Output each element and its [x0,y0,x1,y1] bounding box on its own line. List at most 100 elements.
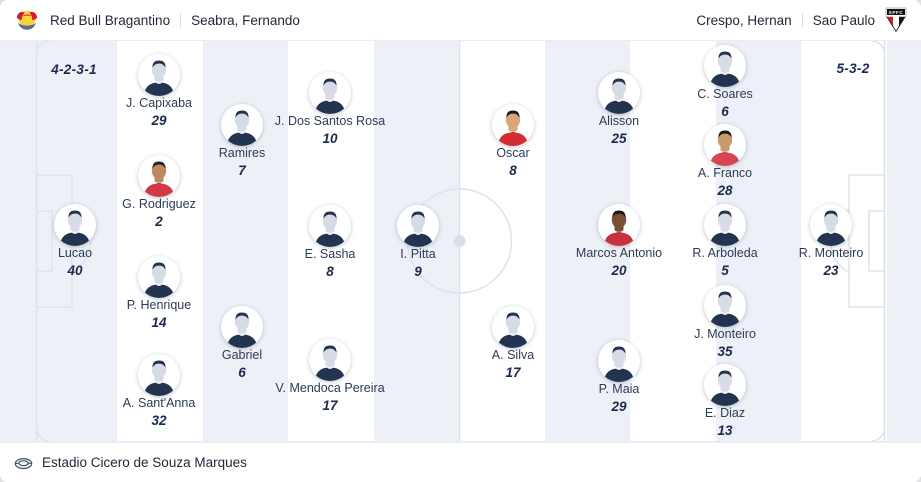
player-number: 8 [326,264,334,279]
player-home-3[interactable]: P. Henrique 14 [89,256,229,329]
player-home-2[interactable]: G. Rodriguez 2 [89,155,229,228]
player-away-0[interactable]: R. Monteiro 23 [761,204,901,277]
player-avatar [704,124,746,166]
player-avatar [704,204,746,246]
header-divider [180,12,182,28]
away-team-name: Sao Paulo [812,12,875,28]
player-away-10[interactable]: A. Silva 17 [443,306,583,379]
player-name: P. Maia [598,382,640,396]
player-away-1[interactable]: C. Soares 6 [655,45,795,118]
player-number: 29 [151,113,167,128]
player-avatar [138,155,180,197]
player-number: 20 [611,263,627,278]
player-avatar [309,72,351,114]
away-team-header[interactable]: Crespo, Hernan Sao Paulo SPFC [696,7,907,33]
svg-text:SPFC: SPFC [889,10,904,15]
player-away-6[interactable]: Alisson 25 [549,72,689,145]
player-number: 40 [67,263,83,278]
player-number: 2 [155,214,163,229]
lineups-header: Red Bull Bragantino Seabra, Fernando Cre… [0,0,921,41]
home-team-name: Red Bull Bragantino [50,12,171,28]
player-number: 13 [717,423,733,438]
player-name: Lucao [57,246,93,260]
player-name: A. Franco [697,166,753,180]
player-away-3[interactable]: R. Arboleda 5 [655,204,795,277]
home-team-header[interactable]: Red Bull Bragantino Seabra, Fernando [14,7,300,33]
player-away-9[interactable]: Oscar 8 [443,104,583,177]
player-name: Gabriel [221,348,263,362]
home-formation-label: 4-2-3-1 [51,62,97,77]
player-avatar [492,306,534,348]
player-name: R. Arboleda [692,246,758,260]
player-avatar [138,354,180,396]
player-avatar [704,285,746,327]
player-avatar [309,205,351,247]
player-away-5[interactable]: E. Diaz 13 [655,364,795,437]
player-name: Marcos Antonio [575,246,663,260]
lineups-footer: Estadio Cicero de Souza Marques [0,441,921,482]
player-name: A. Silva [491,348,535,362]
player-home-7[interactable]: J. Dos Santos Rosa 10 [260,72,400,145]
player-number: 6 [721,104,729,119]
player-home-4[interactable]: A. Sant'Anna 32 [89,354,229,427]
player-number: 6 [238,365,246,380]
player-away-4[interactable]: J. Monteiro 35 [655,285,795,358]
player-away-2[interactable]: A. Franco 28 [655,124,795,197]
player-number: 28 [717,183,733,198]
player-number: 17 [505,365,521,380]
player-home-9[interactable]: V. Mendoca Pereira 17 [260,339,400,412]
player-name: P. Henrique [126,298,192,312]
player-avatar [397,205,439,247]
player-away-7[interactable]: Marcos Antonio 20 [549,204,689,277]
player-name: E. Sasha [304,247,356,261]
player-name: V. Mendoca Pereira [275,381,385,395]
player-name: A. Sant'Anna [122,396,196,410]
player-avatar [810,204,852,246]
player-number: 5 [721,263,729,278]
player-away-8[interactable]: P. Maia 29 [549,340,689,413]
player-home-10[interactable]: I. Pitta 9 [348,205,488,278]
player-number: 25 [611,131,627,146]
player-home-1[interactable]: J. Capixaba 29 [89,54,229,127]
player-avatar [221,104,263,146]
player-name: R. Monteiro [798,246,864,260]
pitch-stripe [630,41,716,441]
player-home-0[interactable]: Lucao 40 [5,204,145,277]
player-name: Oscar [496,146,530,160]
player-avatar [221,306,263,348]
player-avatar [598,204,640,246]
away-coach-name: Crespo, Hernan [696,12,792,28]
player-name: J. Monteiro [694,327,756,341]
player-avatar [492,104,534,146]
player-name: J. Dos Santos Rosa [274,114,386,128]
player-home-8[interactable]: E. Sasha 8 [260,205,400,278]
player-name: C. Soares [697,87,753,101]
home-coach-name: Seabra, Fernando [191,12,300,28]
player-avatar [598,340,640,382]
header-divider [801,12,803,28]
player-name: G. Rodriguez [122,197,196,211]
player-number: 7 [238,163,246,178]
away-formation-label: 5-3-2 [836,61,870,76]
player-avatar [598,72,640,114]
player-name: J. Capixaba [125,96,192,110]
player-name: Ramires [218,146,266,160]
player-number: 35 [717,344,733,359]
player-name: I. Pitta [400,247,436,261]
player-home-5[interactable]: Ramires 7 [172,104,312,177]
player-avatar [704,45,746,87]
player-number: 32 [151,413,167,428]
red-bull-bragantino-crest-icon [14,7,40,33]
player-avatar [704,364,746,406]
stadium-icon [14,455,33,471]
player-name: E. Diaz [704,406,746,420]
player-number: 14 [151,315,167,330]
player-avatar [138,256,180,298]
player-number: 10 [322,131,338,146]
player-home-6[interactable]: Gabriel 6 [172,306,312,379]
player-number: 9 [414,264,422,279]
player-number: 17 [322,398,338,413]
player-avatar [54,204,96,246]
player-avatar [309,339,351,381]
